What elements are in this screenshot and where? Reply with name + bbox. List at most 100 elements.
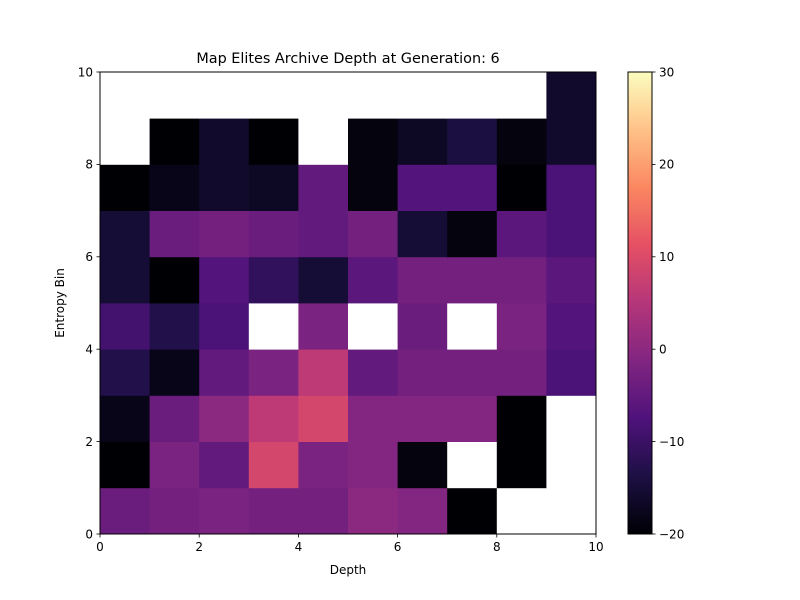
heatmap-cell xyxy=(248,303,299,350)
heatmap-cell xyxy=(298,395,349,442)
heatmap-cell xyxy=(149,210,200,258)
heatmap-cell xyxy=(149,72,200,119)
y-tick-label: 10 xyxy=(78,65,93,79)
heatmap-cell xyxy=(496,72,547,119)
heatmap-cell xyxy=(447,118,498,165)
heatmap-cell xyxy=(447,164,498,211)
x-tick-label: 2 xyxy=(195,540,203,554)
heatmap-cell xyxy=(496,164,547,211)
colorbar-tick-label: 30 xyxy=(659,65,674,79)
colorbar-tick-label: 20 xyxy=(659,158,674,172)
y-tick-label: 4 xyxy=(85,343,93,357)
heatmap-cell xyxy=(447,210,498,258)
heatmap-cell xyxy=(348,256,398,304)
heatmap-cell xyxy=(199,303,250,350)
heatmap-cell xyxy=(248,164,299,211)
heatmap-cell xyxy=(348,210,398,258)
heatmap-cell xyxy=(149,441,200,489)
heatmap-cell xyxy=(496,487,547,535)
y-tick-label: 6 xyxy=(85,250,93,264)
heatmap-cell xyxy=(546,256,597,304)
heatmap-cell xyxy=(100,487,150,535)
x-tick-label: 0 xyxy=(96,540,104,554)
heatmap-cell xyxy=(546,118,597,165)
heatmap-cell xyxy=(546,487,597,535)
heatmap-cell xyxy=(149,303,200,350)
heatmap-cell xyxy=(397,303,448,350)
y-axis-ticks: 0 2 4 6 8 10 xyxy=(78,65,100,541)
heatmap-cell xyxy=(546,303,597,350)
heatmap-cell xyxy=(348,395,398,442)
heatmap-cell xyxy=(298,210,349,258)
heatmap-cell xyxy=(447,487,498,535)
heatmap-cell xyxy=(496,210,547,258)
heatmap-cell xyxy=(248,72,299,119)
heatmap-cell xyxy=(447,256,498,304)
heatmap-cell xyxy=(199,256,250,304)
heatmap-cell xyxy=(149,164,200,211)
heatmap-cell xyxy=(546,164,597,211)
heatmap-cell xyxy=(248,210,299,258)
heatmap-cell xyxy=(298,256,349,304)
x-tick-label: 8 xyxy=(493,540,501,554)
y-tick-label: 2 xyxy=(85,435,93,449)
x-axis-label: Depth xyxy=(330,563,367,577)
x-tick-label: 6 xyxy=(394,540,402,554)
plot-frame xyxy=(99,71,597,535)
colorbar xyxy=(627,71,653,535)
heatmap-cell xyxy=(348,164,398,211)
heatmap-cell xyxy=(397,118,448,165)
heatmap-cell xyxy=(348,349,398,396)
heatmap-cell xyxy=(546,395,597,442)
heatmap-cell xyxy=(298,164,349,211)
heatmap-cell xyxy=(397,164,448,211)
heatmap-cell xyxy=(348,487,398,535)
heatmap-cell xyxy=(348,118,398,165)
heatmap-cell xyxy=(447,441,498,489)
heatmap-cell xyxy=(100,395,150,442)
heatmap-cell xyxy=(447,349,498,396)
heatmap-cell xyxy=(100,118,150,165)
heatmap-cell xyxy=(149,256,200,304)
heatmap-cell xyxy=(149,395,200,442)
heatmap-cell xyxy=(100,72,150,119)
heatmap-cell xyxy=(447,303,498,350)
heatmap-cell xyxy=(298,487,349,535)
heatmap-cell xyxy=(199,164,250,211)
heatmap-cell xyxy=(546,210,597,258)
heatmap-cell xyxy=(248,256,299,304)
colorbar-tick-label: 10 xyxy=(659,250,674,264)
heatmap-cell xyxy=(248,441,299,489)
heatmap-cell xyxy=(496,118,547,165)
heatmap-cell xyxy=(397,487,448,535)
heatmap-cell xyxy=(100,303,150,350)
heatmap-cell xyxy=(348,303,398,350)
heatmap-cell xyxy=(348,72,398,119)
heatmap-cell xyxy=(100,164,150,211)
heatmap-cell xyxy=(397,395,448,442)
heatmap-cell xyxy=(199,72,250,119)
heatmap-cells xyxy=(100,72,597,535)
heatmap-cell xyxy=(149,349,200,396)
heatmap-cell xyxy=(100,256,150,304)
heatmap-cell xyxy=(447,395,498,442)
heatmap-cell xyxy=(546,441,597,489)
heatmap-cell xyxy=(248,487,299,535)
heatmap-cell xyxy=(397,72,448,119)
heatmap-cell xyxy=(496,395,547,442)
heatmap-cell xyxy=(298,441,349,489)
colorbar-tick-label: −20 xyxy=(659,527,684,541)
heatmap-cell xyxy=(298,118,349,165)
heatmap-cell xyxy=(248,349,299,396)
heatmap-cell xyxy=(248,118,299,165)
heatmap-cell xyxy=(546,349,597,396)
colorbar-tick-label: −10 xyxy=(659,435,684,449)
heatmap-cell xyxy=(397,441,448,489)
heatmap-cell xyxy=(298,349,349,396)
heatmap-cell xyxy=(496,303,547,350)
heatmap-cell xyxy=(199,210,250,258)
heatmap-cell xyxy=(100,349,150,396)
heatmap-cell xyxy=(199,118,250,165)
heatmap-cell xyxy=(298,72,349,119)
heatmap-cell xyxy=(447,72,498,119)
